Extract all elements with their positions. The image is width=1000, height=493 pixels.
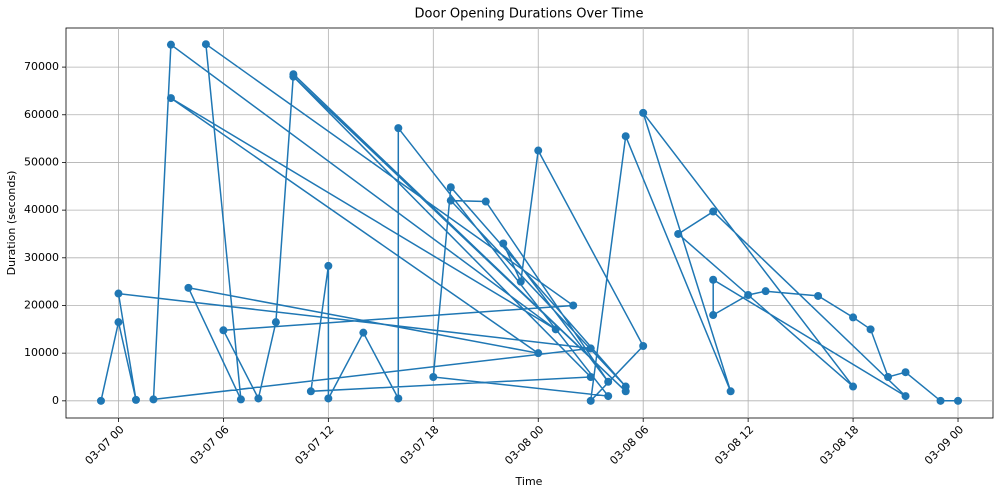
data-point <box>516 277 525 286</box>
data-point <box>901 368 910 377</box>
x-tick-label: 03-08 06 <box>607 423 651 467</box>
x-tick-label: 03-08 18 <box>817 423 861 467</box>
data-point <box>114 289 123 298</box>
x-tick-label: 03-08 00 <box>502 423 546 467</box>
data-point <box>709 311 718 320</box>
data-point <box>429 372 438 381</box>
data-point <box>324 261 333 270</box>
chart-title: Door Opening Durations Over Time <box>415 7 644 22</box>
x-tick-label: 03-07 12 <box>292 423 336 467</box>
data-point <box>726 387 735 396</box>
data-point <box>114 318 123 327</box>
data-point <box>621 382 630 391</box>
data-point <box>849 382 858 391</box>
y-tick-label: 30000 <box>24 251 59 264</box>
y-tick-label: 40000 <box>24 203 59 216</box>
data-point <box>446 196 455 205</box>
data-point <box>306 387 315 396</box>
data-point <box>936 396 945 405</box>
data-point <box>534 349 543 358</box>
data-point <box>149 395 158 404</box>
data-point <box>866 325 875 334</box>
data-point <box>254 394 263 403</box>
data-point <box>166 94 175 103</box>
series-line <box>100 42 958 403</box>
data-point <box>744 290 753 299</box>
data-point <box>586 396 595 405</box>
x-tick-label: 03-07 06 <box>187 423 231 467</box>
data-point <box>849 313 858 322</box>
data-point <box>499 239 508 248</box>
data-point <box>709 207 718 216</box>
data-point <box>271 318 280 327</box>
data-point <box>814 291 823 300</box>
x-tick-label: 03-09 00 <box>922 423 966 467</box>
y-tick-label: 50000 <box>24 155 59 168</box>
data-point <box>604 392 613 401</box>
data-point <box>481 197 490 206</box>
data-point <box>219 326 228 335</box>
x-tick-label: 03-07 00 <box>83 423 127 467</box>
x-axis-label: Time <box>515 475 543 488</box>
y-tick-label: 70000 <box>24 60 59 73</box>
data-point <box>394 124 403 133</box>
data-point <box>131 395 140 404</box>
data-point <box>551 325 560 334</box>
data-point <box>586 344 595 353</box>
y-tick-label: 10000 <box>24 346 59 359</box>
x-tick-label: 03-07 18 <box>397 423 441 467</box>
data-point <box>446 183 455 192</box>
data-point <box>394 394 403 403</box>
data-point <box>639 108 648 117</box>
y-tick-label: 60000 <box>24 108 59 121</box>
y-tick-label: 20000 <box>24 298 59 311</box>
data-point <box>639 342 648 351</box>
data-point <box>236 395 245 404</box>
data-point <box>534 146 543 155</box>
data-point <box>289 72 298 81</box>
y-tick-label: 0 <box>52 394 59 407</box>
x-tick-label: 03-08 12 <box>712 423 756 467</box>
data-point <box>569 301 578 310</box>
data-point <box>884 372 893 381</box>
data-point <box>96 396 105 405</box>
data-point <box>709 275 718 284</box>
data-point <box>621 132 630 141</box>
data-point <box>761 287 770 296</box>
data-point <box>604 377 613 386</box>
data-point <box>201 40 210 49</box>
data-point <box>359 328 368 337</box>
data-point <box>586 372 595 381</box>
plot-frame <box>65 27 994 419</box>
y-axis-label: Duration (seconds) <box>5 171 18 276</box>
data-point <box>184 283 193 292</box>
data-point <box>166 40 175 49</box>
data-point <box>901 392 910 401</box>
data-point <box>954 396 963 405</box>
data-point <box>324 394 333 403</box>
data-point <box>674 229 683 238</box>
